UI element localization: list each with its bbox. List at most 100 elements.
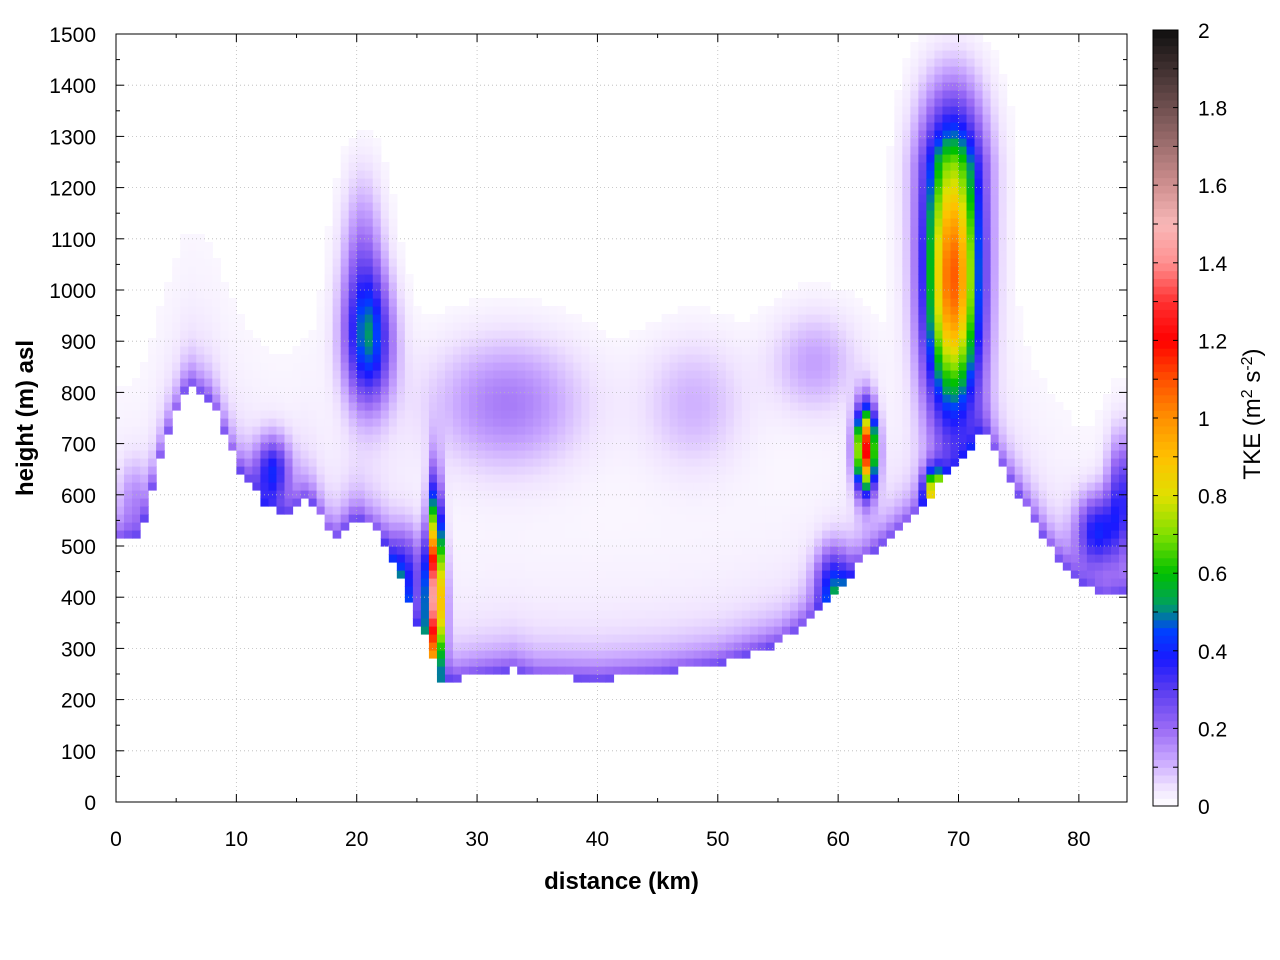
heatmap-cell xyxy=(669,410,679,419)
heatmap-cell xyxy=(1118,570,1128,579)
heatmap-cell xyxy=(348,354,358,363)
heatmap-cell xyxy=(436,378,446,387)
heatmap-cell xyxy=(806,562,815,571)
heatmap-cell xyxy=(934,202,944,211)
heatmap-cell xyxy=(140,386,149,395)
heatmap-cell xyxy=(605,530,615,539)
heatmap-cell xyxy=(180,370,189,379)
heatmap-cell xyxy=(573,658,582,667)
heatmap-cell xyxy=(597,434,607,443)
heatmap-cell xyxy=(958,90,968,99)
heatmap-cell xyxy=(677,594,687,603)
heatmap-cell xyxy=(244,466,253,475)
heatmap-cell xyxy=(661,322,671,331)
heatmap-cell xyxy=(517,386,526,395)
heatmap-cell xyxy=(838,514,847,523)
heatmap-cell xyxy=(372,194,382,203)
heatmap-cell xyxy=(661,666,671,675)
heatmap-cell xyxy=(428,618,438,627)
heatmap-cell xyxy=(573,650,582,659)
heatmap-cell xyxy=(725,490,735,499)
heatmap-cell xyxy=(613,658,623,667)
heatmap-cell xyxy=(300,346,310,355)
heatmap-cell xyxy=(773,538,783,547)
heatmap-cell xyxy=(798,506,807,515)
heatmap-cell xyxy=(324,458,334,467)
heatmap-cell xyxy=(781,418,791,427)
heatmap-cell xyxy=(1078,458,1088,467)
heatmap-cell xyxy=(918,50,927,59)
heatmap-cell xyxy=(236,346,245,355)
heatmap-cell xyxy=(124,410,133,419)
heatmap-cell xyxy=(613,514,623,523)
heatmap-cell xyxy=(1046,514,1056,523)
heatmap-cell xyxy=(573,586,582,595)
heatmap-cell xyxy=(846,482,855,491)
heatmap-cell xyxy=(332,490,342,499)
heatmap-cell xyxy=(1118,562,1128,571)
heatmap-cell xyxy=(725,330,735,339)
heatmap-cell xyxy=(966,58,976,67)
colorbar-segment xyxy=(1153,185,1178,194)
heatmap-cell xyxy=(765,330,775,339)
heatmap-cell xyxy=(966,322,976,331)
heatmap-cell xyxy=(902,346,911,355)
y-tick-label: 300 xyxy=(61,638,96,661)
heatmap-cell xyxy=(565,434,574,443)
heatmap-cell xyxy=(212,266,221,275)
heatmap-cell xyxy=(725,442,735,451)
heatmap-cell xyxy=(950,330,960,339)
heatmap-cell xyxy=(549,554,558,563)
heatmap-cell xyxy=(830,378,839,387)
heatmap-cell xyxy=(790,338,799,347)
heatmap-cell xyxy=(621,642,631,651)
heatmap-cell xyxy=(428,546,438,555)
heatmap-cell xyxy=(252,386,262,395)
heatmap-cell xyxy=(894,418,903,427)
heatmap-cell xyxy=(990,442,1000,451)
heatmap-cell xyxy=(990,258,1000,267)
heatmap-cell xyxy=(653,410,663,419)
heatmap-cell xyxy=(1094,426,1104,435)
heatmap-cell xyxy=(372,482,382,491)
heatmap-cell xyxy=(749,578,759,587)
heatmap-cell xyxy=(565,570,574,579)
heatmap-cell xyxy=(573,594,582,603)
heatmap-cell xyxy=(637,338,647,347)
heatmap-cell xyxy=(846,330,855,339)
heatmap-cell xyxy=(637,570,647,579)
heatmap-cell xyxy=(284,362,294,371)
heatmap-cell xyxy=(749,426,759,435)
heatmap-cell xyxy=(436,314,446,323)
heatmap-cell xyxy=(749,450,759,459)
heatmap-cell xyxy=(974,266,984,275)
heatmap-cell xyxy=(420,418,430,427)
heatmap-cell xyxy=(934,82,944,91)
heatmap-cell xyxy=(733,506,743,515)
heatmap-cell xyxy=(308,354,318,363)
heatmap-cell xyxy=(348,434,358,443)
heatmap-cell xyxy=(573,458,582,467)
heatmap-cell xyxy=(910,490,919,499)
heatmap-cell xyxy=(164,298,173,307)
heatmap-cell xyxy=(453,490,462,499)
heatmap-cell xyxy=(846,466,855,475)
heatmap-cell xyxy=(661,386,671,395)
heatmap-cell xyxy=(340,450,350,459)
heatmap-cell xyxy=(517,642,526,651)
heatmap-cell xyxy=(573,378,582,387)
heatmap-cell xyxy=(910,450,919,459)
heatmap-cell xyxy=(1006,378,1016,387)
heatmap-cell xyxy=(1094,546,1104,555)
heatmap-cell xyxy=(902,434,911,443)
heatmap-cell xyxy=(1022,346,1032,355)
heatmap-cell xyxy=(364,482,374,491)
heatmap-cell xyxy=(1006,346,1016,355)
heatmap-cell xyxy=(1102,522,1112,531)
heatmap-cell xyxy=(966,330,976,339)
heatmap-cell xyxy=(1038,426,1048,435)
heatmap-cell xyxy=(645,658,655,667)
heatmap-cell xyxy=(308,410,318,419)
heatmap-cell xyxy=(517,562,526,571)
heatmap-cell xyxy=(886,498,895,507)
